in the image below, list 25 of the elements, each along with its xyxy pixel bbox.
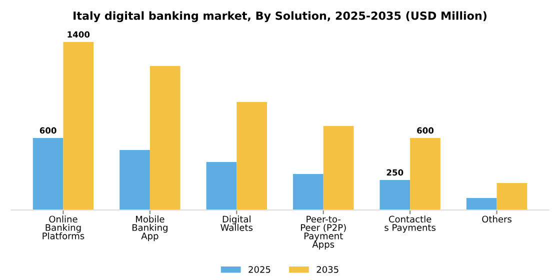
legend-label: 2025 xyxy=(248,266,270,273)
data-label: 600 xyxy=(40,127,56,134)
bar xyxy=(32,138,64,210)
bar xyxy=(380,180,410,210)
bar xyxy=(323,126,354,210)
bar xyxy=(120,150,150,210)
x-tick-label: Mobile Banking App xyxy=(132,216,168,242)
x-tick-label: Digital Wallets xyxy=(220,216,253,231)
bar xyxy=(466,198,497,210)
x-tick-label: Peer-to- Peer (P2P) Payment Apps xyxy=(301,216,346,250)
data-label: 1400 xyxy=(68,31,90,38)
data-label: 250 xyxy=(386,169,404,176)
bar xyxy=(293,174,324,210)
bar xyxy=(496,183,528,210)
legend-label: 2035 xyxy=(316,266,338,273)
chart-title: Italy digital banking market, By Solution, 2025-2035 (USD Million) xyxy=(74,11,486,22)
bar xyxy=(206,162,237,210)
bar xyxy=(150,66,180,210)
x-tick-label: Others xyxy=(482,216,512,223)
x-tick-label: Online Banking Platforms xyxy=(42,216,84,240)
x-tick-label: Contactle s Payments xyxy=(384,216,436,233)
bar xyxy=(236,102,267,210)
bar xyxy=(63,42,94,210)
data-label: 600 xyxy=(417,127,434,134)
bar xyxy=(410,138,440,210)
